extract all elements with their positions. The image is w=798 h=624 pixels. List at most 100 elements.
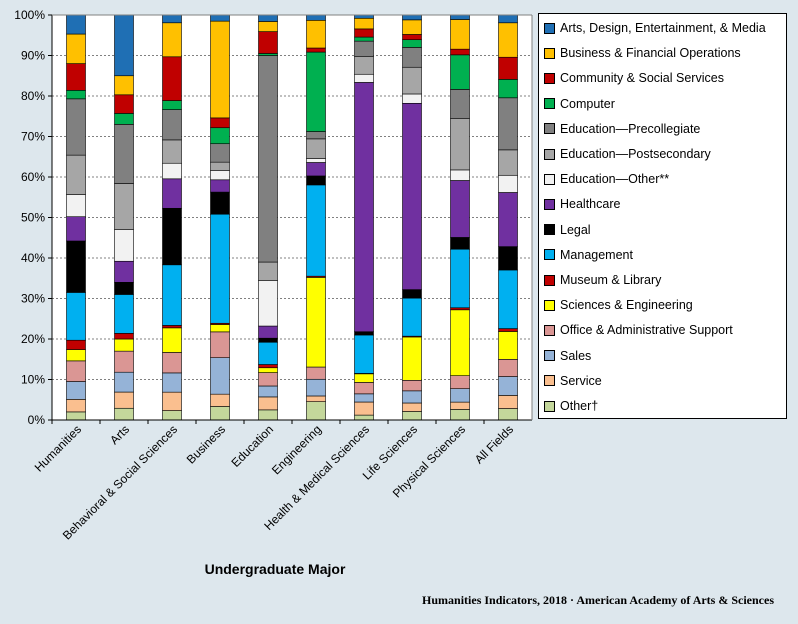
legend-item: Sales (544, 348, 591, 364)
legend-swatch (544, 400, 555, 412)
bar-segment (498, 149, 518, 176)
bar-segment (450, 409, 470, 421)
bar-segment (306, 47, 326, 53)
bar-segment (258, 367, 278, 373)
legend-item: Other† (544, 398, 598, 414)
bar-segment (258, 372, 278, 387)
bar-segment (210, 406, 230, 421)
legend-label: Management (560, 247, 633, 262)
bar-segment (498, 269, 518, 329)
bar-segment (306, 162, 326, 177)
y-tick-label: 20% (21, 332, 45, 346)
bar-segment (258, 325, 278, 339)
bar-segment (450, 307, 470, 311)
legend-label: Sales (560, 348, 592, 363)
bar-segment (66, 339, 86, 350)
legend-swatch (544, 198, 555, 210)
bar-segment (498, 79, 518, 99)
legend-label: Sciences & Engineering (560, 298, 693, 313)
bar-segment (402, 380, 422, 392)
bar-segment (114, 391, 134, 409)
bar-segment (354, 331, 374, 336)
legend-item: Arts, Design, Entertainment, & Media (544, 20, 766, 36)
bar-segment (114, 407, 134, 421)
legend-item: Office & Administrative Support (544, 322, 733, 338)
bar-segment (402, 47, 422, 68)
bar-segment (66, 216, 86, 242)
legend-item: Business & Financial Operations (544, 45, 741, 61)
bar-segment (450, 48, 470, 56)
source-credit: Humanities Indicators, 2018 · American A… (422, 593, 774, 607)
bar-segment (66, 411, 86, 421)
bar-segment (402, 14, 422, 21)
bar-segment (306, 51, 326, 132)
bar-segment (66, 154, 86, 195)
bar-segment (66, 63, 86, 91)
legend-item: Service (544, 373, 602, 389)
legend-label: Arts, Design, Entertainment, & Media (560, 21, 766, 35)
bar-segment (162, 178, 182, 209)
legend-label: Healthcare (560, 197, 621, 212)
bar-segment (402, 390, 422, 404)
bar-segment (450, 388, 470, 403)
legend-item: Computer (544, 96, 615, 112)
bar-segment (306, 175, 326, 186)
bar-segment (162, 391, 182, 411)
y-tick-label: 30% (21, 292, 45, 306)
bar-segment (306, 138, 326, 159)
y-tick-label: 90% (21, 49, 45, 63)
y-tick-label: 60% (21, 170, 45, 184)
bar-segment (258, 31, 278, 54)
legend-swatch (544, 274, 555, 286)
axes (51, 14, 533, 424)
bar-segment (258, 280, 278, 327)
bar-segment (162, 162, 182, 180)
bar-segment (210, 143, 230, 163)
bar-segment (114, 338, 134, 352)
legend-label: Office & Administrative Support (560, 323, 733, 338)
bar-segment (162, 327, 182, 353)
legend-item: Education—Postsecondary (544, 146, 711, 162)
bar-segment (114, 350, 134, 373)
x-axis-label: Undergraduate Major (204, 561, 346, 577)
legend-swatch (544, 324, 555, 336)
bar-segment (162, 207, 182, 266)
bar-segment (66, 98, 86, 156)
bar-segment (114, 14, 134, 77)
bar-segment (306, 395, 326, 402)
bar-segment (402, 411, 422, 421)
bar-segment (66, 292, 86, 341)
bar-segment (306, 14, 326, 21)
bar-segment (498, 22, 518, 58)
legend-item: Legal (544, 222, 591, 238)
legend-label: Other† (560, 399, 599, 413)
bar-segment (162, 14, 182, 24)
bar-segment (306, 19, 326, 49)
bar-segment (450, 401, 470, 410)
bar-segment (66, 360, 86, 382)
bar-segment (402, 297, 422, 337)
bar-segment (450, 169, 470, 181)
legend-swatch (544, 22, 555, 34)
bar-segment (162, 352, 182, 374)
bar-segment (210, 161, 230, 171)
bar-segment (114, 124, 134, 184)
bar-segment (66, 194, 86, 217)
legend-item: Education—Precollegiate (544, 121, 700, 137)
bar-segment (402, 402, 422, 412)
bar-segment (402, 289, 422, 299)
bar-segment (306, 277, 326, 368)
x-tick-label: Education (228, 422, 276, 470)
legend-swatch (544, 350, 555, 362)
legend-swatch (544, 72, 555, 84)
legend-swatch (544, 224, 555, 236)
legend-swatch (544, 375, 555, 387)
bar-segment (66, 381, 86, 400)
legend-item: Community & Social Services (544, 70, 724, 86)
legend-swatch (544, 173, 555, 185)
bar-segment (66, 90, 86, 100)
bar-segment (114, 229, 134, 262)
bar-segment (402, 102, 422, 290)
bar-segment (450, 375, 470, 389)
y-tick-labels: 0% 10% 20% 30% 40% 50% 60% 70% 80% 90% 100% (14, 8, 45, 427)
